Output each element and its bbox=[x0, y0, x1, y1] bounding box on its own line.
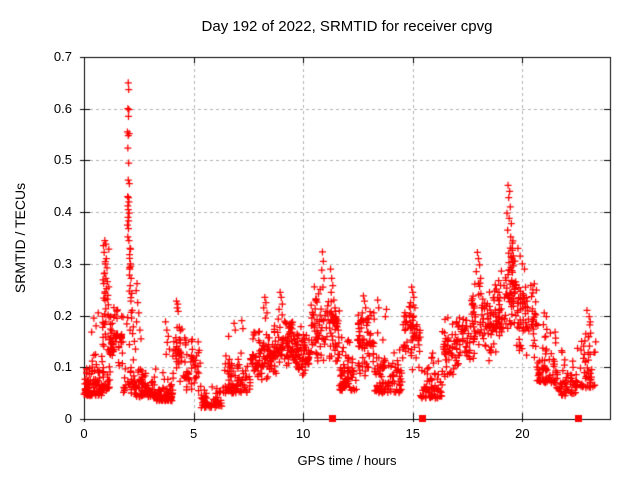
y-tick-label: 0.2 bbox=[53, 307, 72, 323]
x-tick-label: 5 bbox=[189, 426, 198, 441]
y-tick-label: 0.1 bbox=[53, 359, 72, 375]
chart-title: Day 192 of 2022, SRMTID for receiver cpv… bbox=[201, 18, 493, 35]
x-tick-label: 15 bbox=[405, 426, 420, 441]
y-tick-label: 0.4 bbox=[53, 204, 72, 220]
x-axis-label: GPS time / hours bbox=[297, 453, 397, 468]
y-axis-label: SRMTID / TECUs bbox=[12, 182, 28, 294]
x-tick-label: 0 bbox=[80, 426, 88, 441]
y-tick-label: 0.3 bbox=[53, 255, 72, 271]
x-tick-label: 10 bbox=[295, 426, 311, 441]
y-tick-label: 0 bbox=[64, 411, 72, 426]
y-tick-label: 0.7 bbox=[53, 49, 72, 64]
y-tick-label: 0.5 bbox=[53, 152, 72, 168]
x-tick-label: 20 bbox=[515, 426, 530, 441]
y-tick-label: 0.6 bbox=[53, 100, 72, 116]
